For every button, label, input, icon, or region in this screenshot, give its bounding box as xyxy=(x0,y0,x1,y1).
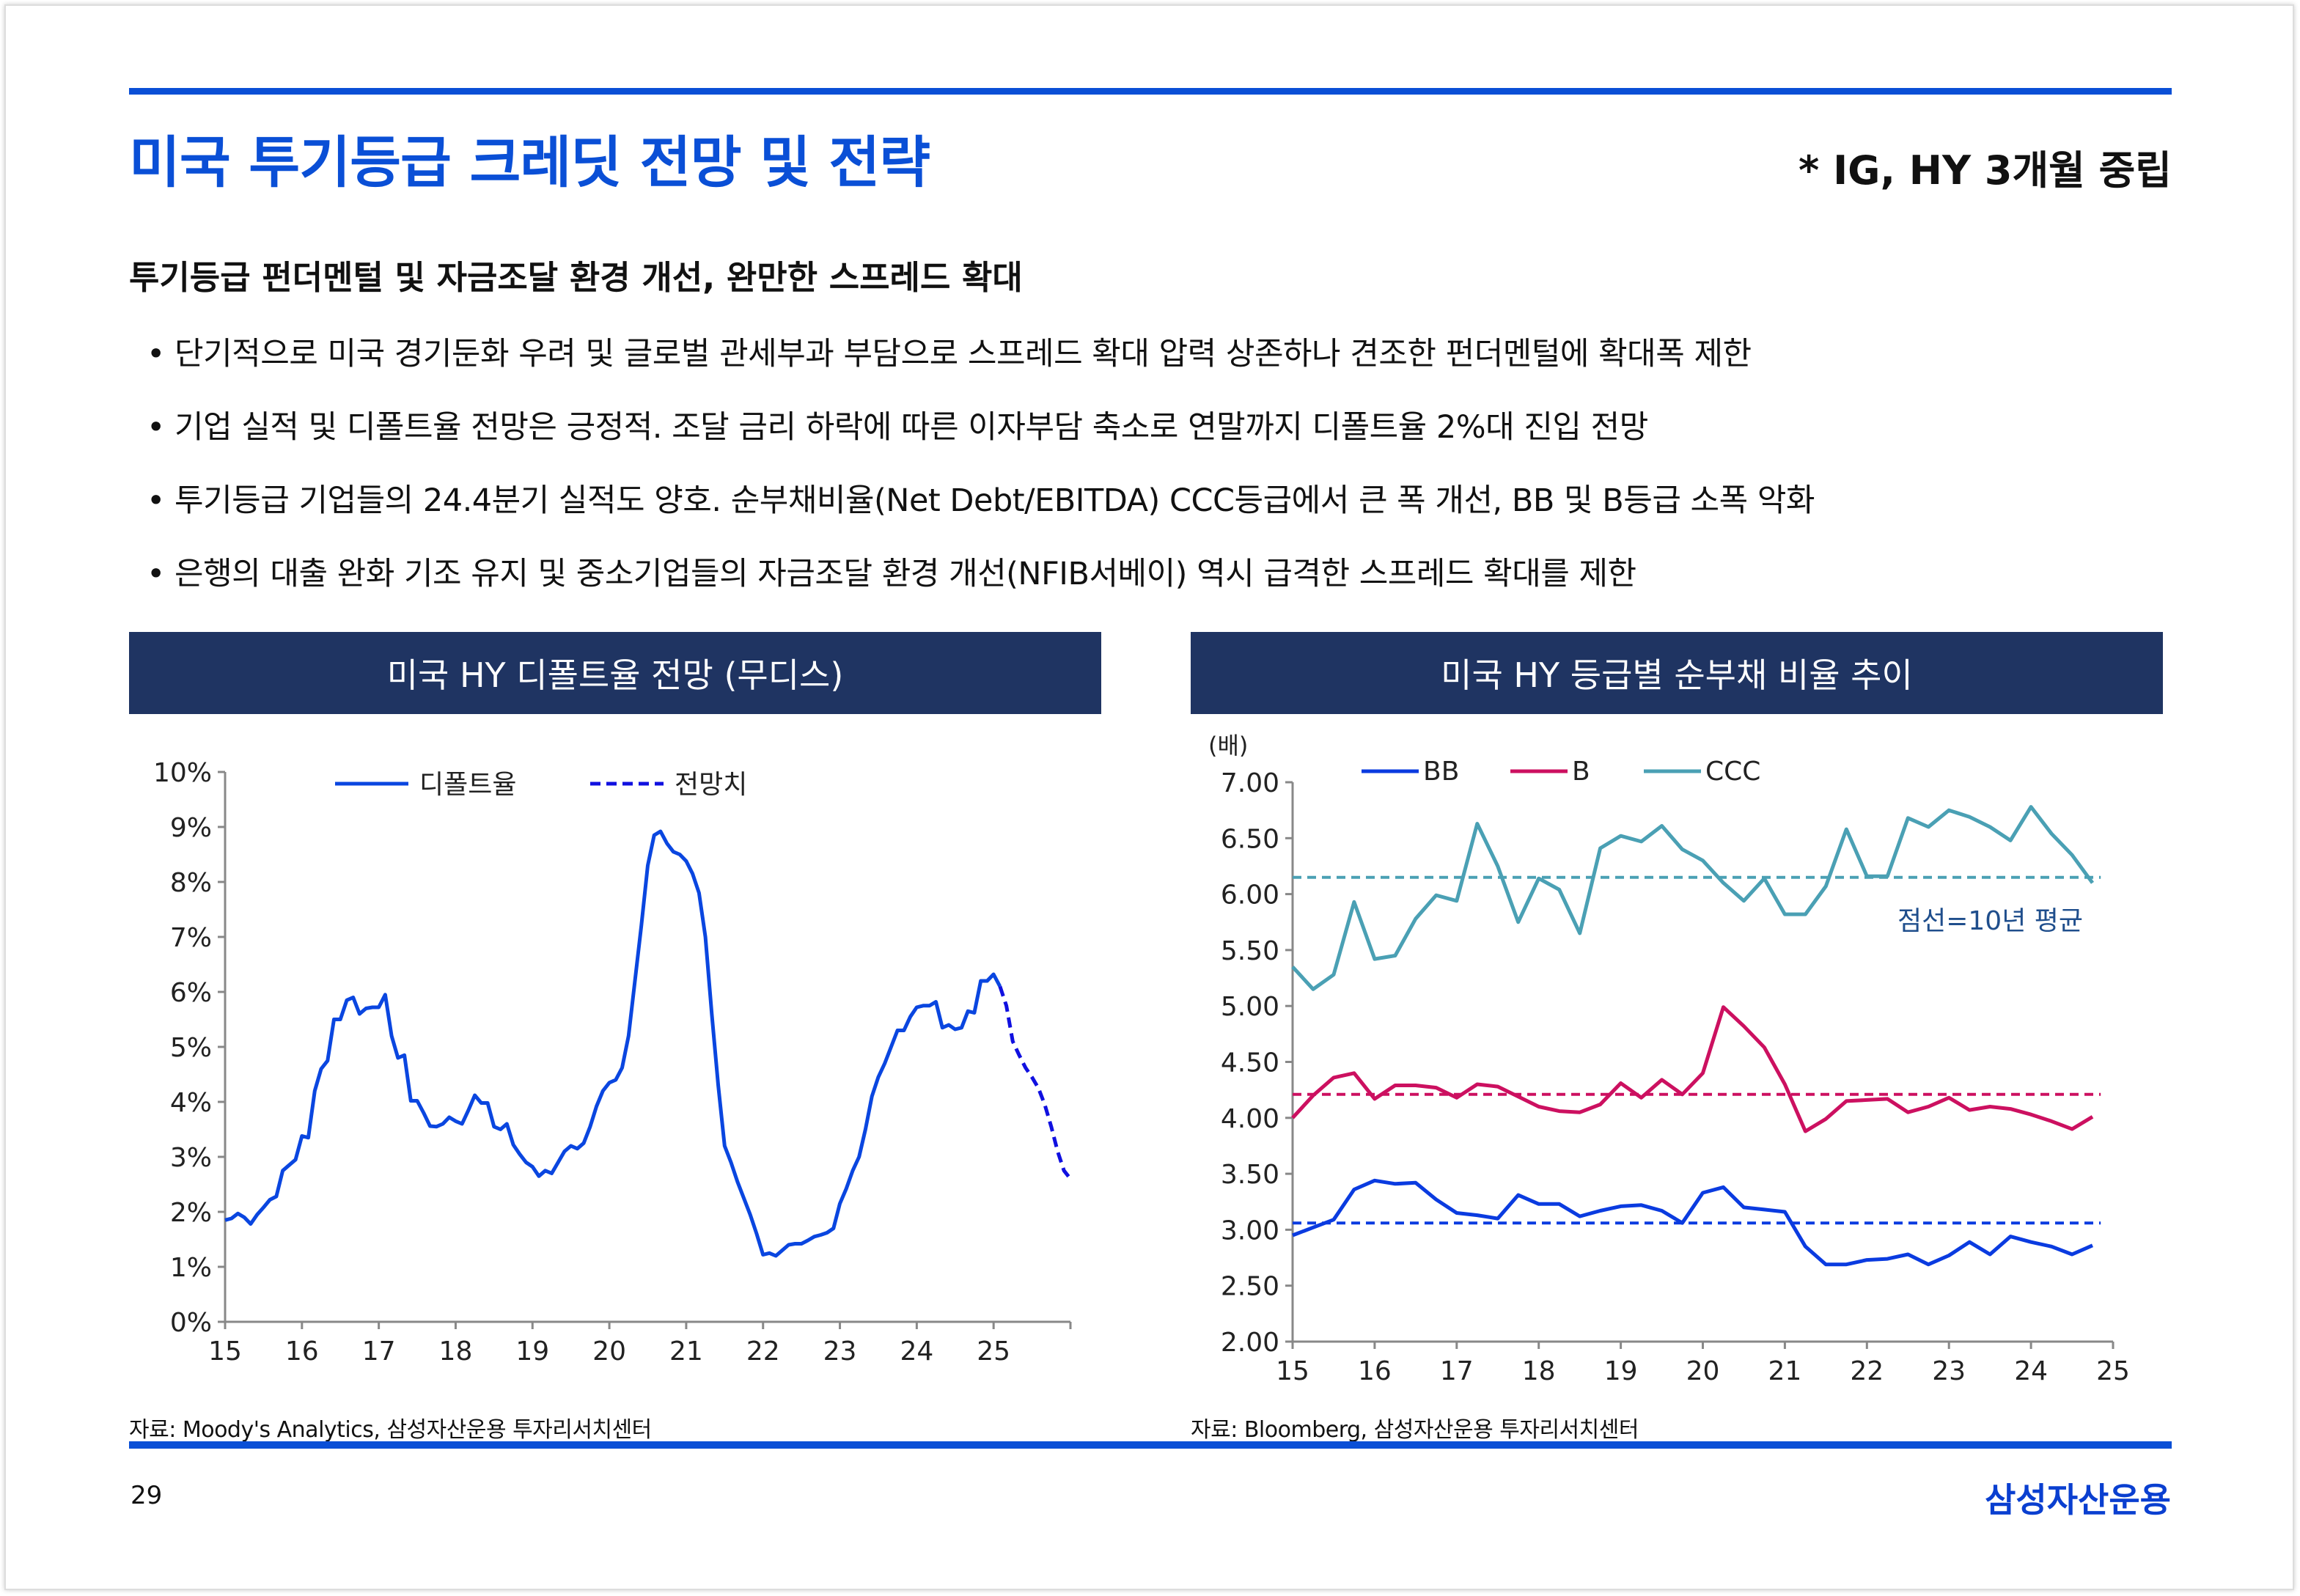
x-tick-label: 25 xyxy=(2096,1356,2130,1386)
y-tick-label: 6% xyxy=(170,978,212,1008)
bullet-item: 은행의 대출 완화 기조 유지 및 중소기업들의 자금조달 환경 개선(NFIB… xyxy=(147,548,1636,594)
series-line-ccc xyxy=(1291,805,2095,991)
x-tick-label: 22 xyxy=(1850,1356,1884,1386)
legend-label: CCC xyxy=(1705,757,1760,787)
x-tick-label: 18 xyxy=(1522,1356,1556,1386)
x-tick-label: 16 xyxy=(285,1336,319,1367)
legend-label: BB xyxy=(1423,757,1459,787)
chart-title-leverage: 미국 HY 등급별 순부채 비율 추이 xyxy=(1191,632,2163,714)
x-tick-label: 19 xyxy=(515,1336,549,1367)
x-tick-label: 18 xyxy=(439,1336,473,1367)
x-tick-label: 23 xyxy=(1932,1356,1966,1386)
y-tick-label: 4.00 xyxy=(1221,1104,1279,1134)
y-tick-label: 5.00 xyxy=(1221,992,1279,1022)
bottom-divider xyxy=(129,1441,2172,1449)
legend-label: 전망치 xyxy=(675,770,747,800)
y-tick-label: 5.50 xyxy=(1221,936,1279,966)
y-tick-label: 10% xyxy=(153,758,212,788)
y-tick-label: 0% xyxy=(170,1308,212,1338)
y-tick-label: 6.00 xyxy=(1221,880,1279,911)
series-line-b xyxy=(1291,1005,2094,1133)
y-tick-label: 3.50 xyxy=(1221,1160,1279,1190)
y-tick-label: 1% xyxy=(170,1253,212,1283)
stance-label: * IG, HY 3개월 중립 xyxy=(1799,147,2172,194)
x-tick-label: 21 xyxy=(669,1336,703,1367)
x-tick-label: 20 xyxy=(1686,1356,1720,1386)
series-line-forecast xyxy=(998,985,1072,1180)
x-tick-label: 16 xyxy=(1358,1356,1392,1386)
series-line-bb xyxy=(1292,1178,2094,1267)
y-tick-label: 2% xyxy=(170,1198,212,1228)
x-tick-label: 19 xyxy=(1604,1356,1638,1386)
chart-source-right: 자료: Bloomberg, 삼성자산운용 투자리서치센터 xyxy=(1191,1417,1639,1443)
slide-frame xyxy=(4,4,2294,1590)
y-tick-label: 7% xyxy=(170,923,212,953)
legend-label: B xyxy=(1572,757,1590,787)
unit-label: (배) xyxy=(1208,732,1248,760)
y-tick-label: 5% xyxy=(170,1033,212,1063)
x-tick-label: 17 xyxy=(362,1336,396,1367)
legend-label: 디폴트율 xyxy=(419,770,516,800)
x-tick-label: 22 xyxy=(746,1336,780,1367)
y-tick-label: 4% xyxy=(170,1088,212,1118)
y-tick-label: 9% xyxy=(170,813,212,843)
y-tick-label: 2.00 xyxy=(1221,1328,1279,1358)
average-annotation: 점선=10년 평균 xyxy=(1897,906,2083,936)
y-tick-label: 2.50 xyxy=(1221,1272,1279,1302)
x-tick-label: 21 xyxy=(1768,1356,1801,1386)
section-subtitle: 투기등급 펀더멘털 및 자금조달 환경 개선, 완만한 스프레드 확대 xyxy=(129,258,1023,297)
bullet-item: 투기등급 기업들의 24.4분기 실적도 양호. 순부채비율(Net Debt/… xyxy=(147,475,1815,521)
chart-title-default-rate: 미국 HY 디폴트율 전망 (무디스) xyxy=(129,632,1101,714)
series-line-default-rate xyxy=(224,829,1002,1258)
y-tick-label: 7.00 xyxy=(1221,768,1279,798)
y-tick-label: 8% xyxy=(170,868,212,898)
company-logo: 삼성자산운용 xyxy=(1985,1480,2171,1520)
page-number: 29 xyxy=(131,1481,163,1510)
page-title: 미국 투기등급 크레딧 전망 및 전략 xyxy=(129,130,930,195)
x-tick-label: 17 xyxy=(1440,1356,1474,1386)
y-tick-label: 3.00 xyxy=(1221,1216,1279,1246)
top-divider xyxy=(129,88,2172,95)
x-tick-label: 15 xyxy=(208,1336,242,1367)
y-tick-label: 4.50 xyxy=(1221,1048,1279,1078)
bullet-item: 단기적으로 미국 경기둔화 우려 및 글로벌 관세부과 부담으로 스프레드 확대… xyxy=(147,328,1752,374)
x-tick-label: 15 xyxy=(1276,1356,1309,1386)
x-tick-label: 24 xyxy=(2014,1356,2048,1386)
x-tick-label: 23 xyxy=(823,1336,857,1367)
y-tick-label: 3% xyxy=(170,1143,212,1173)
chart-source-left: 자료: Moody's Analytics, 삼성자산운용 투자리서치센터 xyxy=(129,1417,652,1443)
y-tick-label: 6.50 xyxy=(1221,824,1279,854)
x-tick-label: 25 xyxy=(977,1336,1010,1367)
x-tick-label: 20 xyxy=(592,1336,626,1367)
x-tick-label: 24 xyxy=(900,1336,933,1367)
bullet-item: 기업 실적 및 디폴트율 전망은 긍정적. 조달 금리 하락에 따른 이자부담 … xyxy=(147,402,1648,447)
